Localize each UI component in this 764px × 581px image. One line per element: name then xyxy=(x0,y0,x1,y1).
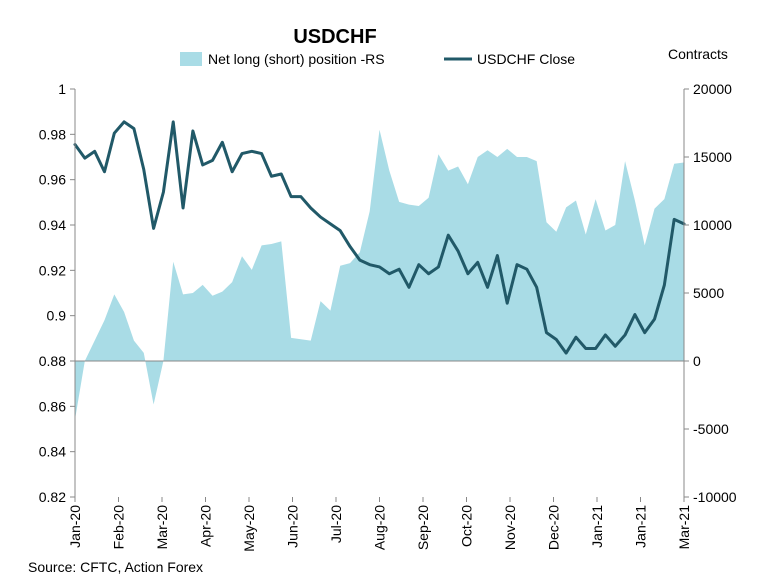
left-tick-label: 1 xyxy=(58,81,66,97)
net-position-area-path xyxy=(75,129,684,420)
left-tick-label: 0.92 xyxy=(39,262,66,278)
right-tick-label: 15000 xyxy=(693,149,732,165)
right-tick-label: -5000 xyxy=(693,421,729,437)
x-tick-label: Jan-21 xyxy=(589,505,605,548)
right-tick-label: 10000 xyxy=(693,217,732,233)
left-tick-label: 0.88 xyxy=(39,353,66,369)
left-tick-label: 0.98 xyxy=(39,126,66,142)
x-tick-label: Mar-20 xyxy=(154,505,170,550)
x-tick-label: Mar-21 xyxy=(676,505,692,550)
left-tick-label: 0.96 xyxy=(39,172,66,188)
x-tick-label: Feb-20 xyxy=(111,505,127,550)
right-axis-label: Contracts xyxy=(668,46,728,62)
x-tick-label: Jul-20 xyxy=(328,505,344,543)
x-axis-ticks: Jan-20 Feb-20 Mar-20 Apr-20 May-20 Jun-20 Jul-… xyxy=(67,497,692,552)
right-tick-label: 5000 xyxy=(693,285,724,301)
x-tick-label: Sep-20 xyxy=(415,505,431,550)
close-line xyxy=(73,120,686,355)
legend-label-net-position: Net long (short) position -RS xyxy=(208,51,385,67)
x-tick-label: May-20 xyxy=(241,505,257,552)
left-tick-label: 0.84 xyxy=(39,444,66,460)
x-tick-label: Aug-20 xyxy=(372,505,388,550)
x-tick-label: Apr-20 xyxy=(198,505,214,547)
close-line-layer xyxy=(73,120,686,355)
x-tick-label: Jan-21 xyxy=(633,505,649,548)
legend: Net long (short) position -RS USDCHF Clo… xyxy=(180,51,575,67)
x-tick-label: Nov-20 xyxy=(502,505,518,550)
right-axis-ticks: -10000 -5000 0 5000 10000 15000 20000 xyxy=(684,81,737,505)
x-tick-label: Oct-20 xyxy=(459,505,475,547)
x-tick-label: Dec-20 xyxy=(546,505,562,550)
source-note: Source: CFTC, Action Forex xyxy=(28,559,203,575)
net-position-area xyxy=(75,129,684,420)
left-tick-label: 0.94 xyxy=(39,217,66,233)
left-tick-label: 0.82 xyxy=(39,489,66,505)
right-tick-label: 20000 xyxy=(693,81,732,97)
x-tick-label: Jun-20 xyxy=(285,505,301,548)
legend-swatch-net-position xyxy=(180,52,202,66)
right-tick-label: -10000 xyxy=(693,489,737,505)
legend-label-close: USDCHF Close xyxy=(477,51,575,67)
chart-title: USDCHF xyxy=(293,26,376,48)
left-tick-label: 0.9 xyxy=(47,308,67,324)
x-tick-label: Jan-20 xyxy=(67,505,83,548)
left-tick-label: 0.86 xyxy=(39,398,66,414)
left-axis-ticks: 0.82 0.84 0.86 0.88 0.9 0.92 0.94 0.96 0.98 1 xyxy=(39,81,75,505)
right-tick-label: 0 xyxy=(693,353,701,369)
